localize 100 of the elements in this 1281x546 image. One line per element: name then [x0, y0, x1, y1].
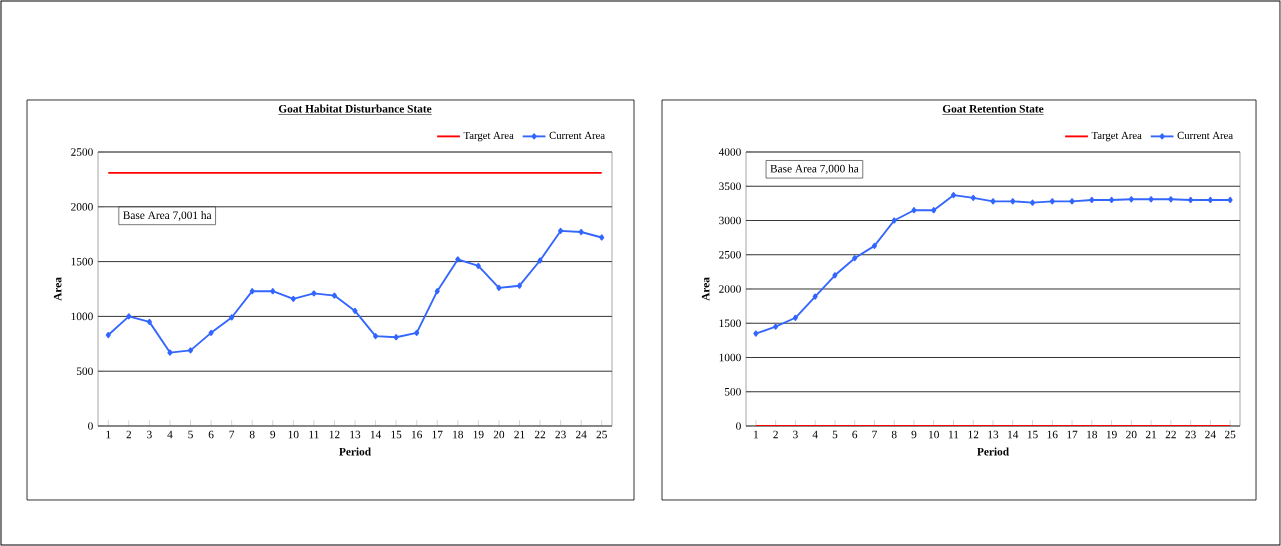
y-tick-label: 2000	[71, 202, 93, 211]
point	[950, 192, 957, 199]
y-tick-label: 2000	[719, 285, 741, 293]
point	[352, 307, 358, 314]
x-tick-label: 23	[1185, 430, 1196, 439]
point	[599, 234, 605, 241]
y-tick-label: 2500	[71, 148, 93, 156]
point	[1188, 196, 1194, 204]
point	[393, 334, 399, 341]
point	[970, 194, 976, 201]
x-tick-label: 6	[208, 430, 214, 439]
x-tick-label: 8	[891, 430, 897, 439]
x-tick-label: 15	[391, 430, 402, 439]
x-tick-label: 1	[754, 430, 759, 439]
chart-title: Goat Habitat Disturbance State	[278, 104, 432, 113]
x-tick-label: 24	[1205, 430, 1216, 439]
point	[911, 207, 917, 214]
point	[1029, 199, 1036, 206]
y-tick-label: 1500	[719, 319, 741, 328]
point	[871, 242, 877, 249]
point	[1089, 196, 1095, 204]
point	[792, 314, 798, 321]
point	[105, 331, 111, 339]
x-axis-title: Period	[339, 447, 371, 456]
point	[414, 329, 420, 336]
y-tick-label: 4000	[718, 148, 741, 156]
x-tick-label: 1	[106, 430, 111, 439]
point	[1109, 196, 1115, 204]
x-tick-label: 16	[412, 430, 423, 439]
x-tick-label: 20	[493, 430, 505, 439]
x-tick-label: 6	[852, 430, 858, 439]
point	[578, 228, 584, 236]
x-tick-label: 17	[1067, 430, 1078, 439]
x-tick-label: 11	[309, 430, 319, 439]
x-tick-label: 19	[473, 430, 484, 439]
point	[558, 227, 564, 234]
y-tick-label: 0	[736, 422, 741, 430]
point	[331, 292, 337, 299]
point	[496, 284, 502, 291]
x-tick-label: 21	[1145, 430, 1157, 439]
x-tick-label: 10	[288, 430, 299, 439]
x-tick-label: 5	[832, 430, 838, 439]
legend-label: Target Area	[463, 131, 514, 142]
annotation: Base Area 7,001 ha	[123, 211, 212, 221]
point	[1168, 196, 1174, 203]
point	[1128, 196, 1134, 203]
point	[516, 282, 523, 289]
y-tick-label: 3500	[719, 182, 741, 191]
x-tick-label: 18	[1087, 430, 1098, 439]
x-tick-label: 12	[329, 430, 340, 439]
point	[373, 333, 379, 340]
x-tick-label: 2	[773, 430, 778, 439]
chart-title: Goat Retention State	[942, 104, 1044, 113]
x-tick-label: 4	[812, 430, 818, 439]
point	[832, 272, 838, 279]
point	[753, 330, 759, 337]
point	[1049, 198, 1055, 205]
point	[249, 288, 255, 295]
x-tick-label: 16	[1047, 430, 1058, 439]
x-tick-label: 8	[249, 430, 255, 439]
x-tick-label: 22	[534, 430, 546, 439]
x-tick-label: 22	[1165, 430, 1176, 439]
point	[990, 198, 996, 205]
x-tick-label: 9	[911, 430, 917, 439]
annotation: Base Area 7,000 ha	[770, 164, 859, 175]
point	[290, 295, 296, 302]
point	[891, 217, 897, 224]
x-axis-title: Period	[977, 447, 1009, 456]
point	[126, 313, 132, 320]
x-tick-label: 9	[270, 430, 276, 439]
point	[187, 347, 194, 354]
point	[537, 257, 543, 264]
y-tick-label: 500	[724, 387, 741, 396]
x-tick-label: 19	[1106, 430, 1117, 439]
point	[1227, 196, 1233, 204]
point	[270, 288, 276, 295]
y-axis-title: Area	[701, 277, 710, 301]
point	[1207, 196, 1213, 204]
y-tick-label: 1000	[719, 353, 741, 362]
x-tick-label: 24	[576, 430, 587, 439]
x-tick-label: 3	[147, 430, 152, 439]
y-tick-label: 1500	[71, 257, 93, 266]
x-tick-label: 21	[514, 430, 525, 439]
point	[1069, 198, 1075, 205]
point	[434, 288, 440, 295]
point	[455, 256, 461, 263]
y-axis-title: Area	[53, 277, 62, 301]
point	[475, 262, 481, 270]
x-tick-label: 5	[188, 430, 193, 439]
x-tick-label: 13	[350, 430, 361, 439]
x-tick-label: 17	[432, 430, 443, 439]
x-tick-label: 23	[555, 430, 566, 439]
point	[229, 314, 235, 321]
legend-label: Target Area	[1091, 131, 1142, 142]
point	[1148, 196, 1154, 203]
legend-label: Current Area	[549, 131, 605, 140]
x-tick-label: 3	[793, 430, 798, 439]
x-tick-label: 20	[1126, 430, 1137, 439]
point	[311, 290, 317, 297]
point	[208, 329, 214, 336]
